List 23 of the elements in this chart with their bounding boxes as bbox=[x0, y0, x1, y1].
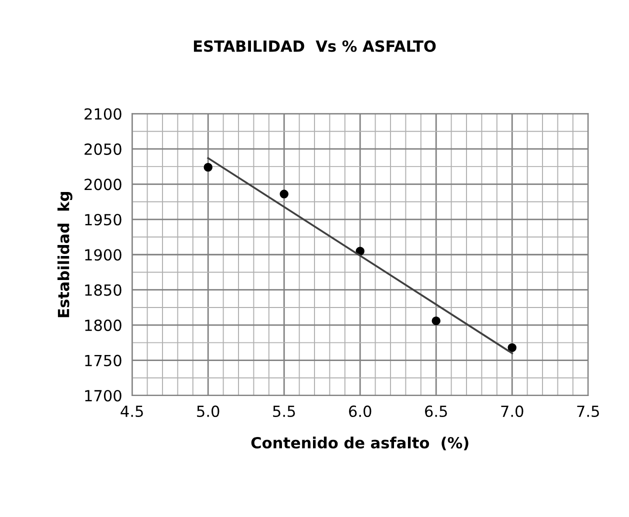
point bbox=[508, 343, 516, 352]
point bbox=[280, 190, 288, 198]
y-tick-label: 2000 bbox=[84, 178, 122, 190]
x-tick-label: 7.5 bbox=[577, 406, 599, 418]
y-tick-label: 1950 bbox=[85, 214, 122, 226]
x-tick-label: 6.5 bbox=[425, 405, 447, 418]
x-tick-label: 7.0 bbox=[501, 405, 524, 418]
y-tick-label: 1900 bbox=[85, 249, 122, 261]
point bbox=[432, 316, 440, 326]
y-axis-title: Estabilidad kg bbox=[57, 192, 72, 318]
x-tick-label: 6.0 bbox=[349, 405, 372, 418]
y-tick-label: 2050 bbox=[84, 143, 122, 155]
y-tick-label: 2100 bbox=[84, 108, 122, 120]
x-tick-label: 5.0 bbox=[197, 405, 220, 418]
y-tick-label: 1800 bbox=[85, 320, 122, 332]
y-tick-label: 1700 bbox=[85, 390, 122, 402]
chart-title: ESTABILIDAD Vs % ASFALTO bbox=[194, 40, 436, 52]
point bbox=[204, 162, 212, 172]
x-tick-label: 5.5 bbox=[273, 406, 295, 418]
x-axis-title: Contenido de asfalto (%) bbox=[251, 436, 468, 450]
y-tick-label: 1750 bbox=[85, 354, 122, 366]
y-tick-label: 1850 bbox=[85, 284, 122, 296]
x-tick-label: 4.5 bbox=[120, 406, 143, 418]
